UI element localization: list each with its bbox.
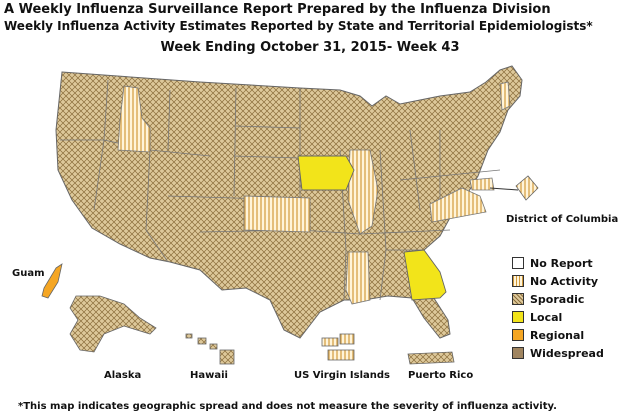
no-activity-swatch bbox=[512, 275, 524, 287]
usvi-label: US Virgin Islands bbox=[294, 370, 390, 381]
state-mississippi bbox=[345, 251, 371, 305]
state-idaho bbox=[117, 85, 151, 153]
guam-label: Guam bbox=[12, 268, 45, 279]
puerto-rico-label: Puerto Rico bbox=[408, 370, 474, 381]
widespread-swatch bbox=[512, 347, 524, 359]
legend-item-local: Local bbox=[512, 308, 604, 326]
no-report-swatch bbox=[512, 257, 524, 269]
legend-item-regional: Regional bbox=[512, 326, 604, 344]
state-georgia bbox=[403, 249, 447, 301]
dc-inset bbox=[515, 175, 539, 201]
hawaii-shape bbox=[185, 333, 235, 365]
legend-item-no-activity: No Activity bbox=[512, 272, 604, 290]
legend-label: No Report bbox=[530, 256, 593, 270]
hawaii-label: Hawaii bbox=[190, 370, 228, 381]
legend-label: Local bbox=[530, 310, 563, 324]
legend-item-sporadic: Sporadic bbox=[512, 290, 604, 308]
state-vermont bbox=[499, 81, 511, 111]
alaska-label: Alaska bbox=[104, 370, 142, 381]
legend-label: No Activity bbox=[530, 274, 599, 288]
footnote: *This map indicates geographic spread an… bbox=[18, 401, 557, 412]
local-swatch bbox=[512, 311, 524, 323]
legend-label: Sporadic bbox=[530, 292, 585, 306]
report-subtitle: Weekly Influenza Activity Estimates Repo… bbox=[4, 19, 593, 33]
legend-item-no-report: No Report bbox=[512, 254, 604, 272]
sporadic-swatch bbox=[512, 293, 524, 305]
state-maryland bbox=[469, 177, 495, 191]
regional-swatch bbox=[512, 329, 524, 341]
legend-label: Widespread bbox=[530, 346, 604, 360]
state-borders bbox=[60, 79, 501, 301]
state-illinois bbox=[347, 149, 379, 235]
legend-label: Regional bbox=[530, 328, 585, 342]
state-iowa bbox=[297, 155, 355, 191]
usvi-shape bbox=[321, 333, 355, 361]
week-label: Week Ending October 31, 2015- Week 43 bbox=[160, 40, 460, 55]
dc-pointer bbox=[489, 187, 519, 191]
map-legend: No Report No Activity Sporadic Local Reg… bbox=[512, 254, 604, 362]
state-kansas bbox=[243, 195, 311, 233]
puerto-rico-shape bbox=[407, 351, 455, 365]
dc-label: District of Columbia bbox=[506, 214, 619, 225]
report-title: A Weekly Influenza Surveillance Report P… bbox=[4, 2, 551, 17]
guam-shape bbox=[41, 263, 63, 299]
alaska-shape bbox=[69, 295, 157, 353]
state-virginia bbox=[429, 187, 487, 223]
legend-item-widespread: Widespread bbox=[512, 344, 604, 362]
